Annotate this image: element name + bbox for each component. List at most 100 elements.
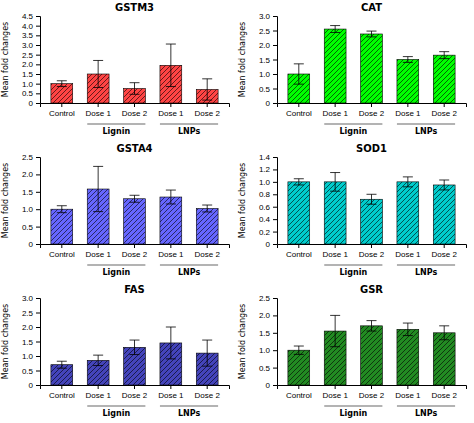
x-axis-line <box>41 386 230 390</box>
plot-area <box>51 166 218 244</box>
x-tick-mark <box>61 385 62 389</box>
x-tick: Dose 2 <box>432 103 458 118</box>
y-tick-mark <box>36 16 40 17</box>
x-tick-label: Dose 2 <box>359 250 385 259</box>
x-tick-mark <box>98 103 99 107</box>
y-axis-line <box>36 17 41 104</box>
y-axis-line <box>36 299 41 386</box>
y-tick-label: 2.5 <box>259 294 271 303</box>
title: GSR <box>360 284 383 295</box>
y-axis: 00.51.01.52.02.53.0 <box>259 12 278 108</box>
bar <box>288 350 310 385</box>
x-tick-mark <box>407 103 408 107</box>
group-underline <box>160 124 218 125</box>
group-label: LNPs <box>415 268 438 277</box>
y-tick: 1.0 <box>22 80 40 89</box>
group-label: Lignin <box>102 409 130 418</box>
error-bar <box>57 81 67 87</box>
group-underline <box>324 406 382 407</box>
error-bar <box>130 195 140 202</box>
x-tick-mark <box>207 244 208 248</box>
x-tick-label: Dose 1 <box>85 391 111 400</box>
y-tick-label: 1.0 <box>22 352 34 361</box>
y-tick: 0 <box>29 99 40 108</box>
y-tick: 2.5 <box>22 51 40 60</box>
y-tick-mark <box>36 298 40 299</box>
x-tick-mark <box>134 244 135 248</box>
y-tick-label: 2.0 <box>22 60 34 69</box>
bar <box>51 209 73 244</box>
x-tick-mark <box>371 244 372 248</box>
y-tick-label: 2.0 <box>22 170 34 179</box>
y-tick: 2.5 <box>259 27 277 36</box>
plot-area <box>288 26 455 103</box>
x-tick-label: Dose 1 <box>85 250 111 259</box>
y-tick: 0.5 <box>22 89 40 98</box>
x-tick: Dose 2 <box>195 244 221 259</box>
y-tick: 0.5 <box>22 367 40 376</box>
plot-area <box>51 44 218 103</box>
y-tick: 1.5 <box>22 338 40 347</box>
error-bar <box>93 166 103 211</box>
y-tick-mark <box>36 74 40 75</box>
title: GSTA4 <box>116 143 152 154</box>
y-tick-label: 0.5 <box>22 367 34 376</box>
y-tick-label: 1.0 <box>259 178 271 187</box>
y-axis-line <box>273 17 278 104</box>
y-tick: 4.5 <box>22 12 40 21</box>
y-tick-label: 3.0 <box>22 294 34 303</box>
y-tick-mark <box>273 232 277 233</box>
error-bar <box>367 321 377 331</box>
x-tick-mark <box>170 244 171 248</box>
y-tick-mark <box>273 16 277 17</box>
y-tick-mark <box>36 192 40 193</box>
y-tick-label: 2.5 <box>259 27 271 36</box>
x-tick-label: Control <box>286 391 312 400</box>
error-bar <box>294 179 304 185</box>
group-label: LNPs <box>415 409 438 418</box>
x-tick-mark <box>98 385 99 389</box>
x-tick: Dose 1 <box>85 385 111 400</box>
y-tick-mark <box>36 371 40 372</box>
y-tick-label: 3.0 <box>259 12 271 21</box>
y-tick-mark <box>36 84 40 85</box>
error-bar <box>403 177 413 187</box>
bar <box>397 329 419 385</box>
y-tick-mark <box>36 93 40 94</box>
y-tick: 1.5 <box>259 56 277 65</box>
x-tick-label: Dose 1 <box>85 109 111 118</box>
title: SOD1 <box>356 143 387 154</box>
error-bar <box>403 57 413 63</box>
y-tick: 3.0 <box>22 294 40 303</box>
y-tick: 0 <box>29 381 40 390</box>
y-tick-label: 0.5 <box>259 85 271 94</box>
y-tick: 1.0 <box>22 352 40 361</box>
x-tick-mark <box>298 385 299 389</box>
group-underline <box>160 265 218 266</box>
y-tick-mark <box>273 298 277 299</box>
y-axis-line <box>36 158 41 245</box>
y-tick-mark <box>273 219 277 220</box>
y-tick-label: 0.5 <box>22 89 34 98</box>
y-tick-mark <box>273 89 277 90</box>
y-tick-label: 0 <box>266 240 271 249</box>
y-axis-title: Mean fold changes <box>238 22 247 98</box>
error-bar <box>57 206 67 213</box>
error-bar <box>130 340 140 355</box>
y-tick-label: 3.0 <box>22 41 34 50</box>
bar <box>397 60 419 104</box>
y-tick-label: 2.5 <box>22 51 34 60</box>
y-tick: 1.4 <box>259 153 277 162</box>
x-tick: Control <box>286 385 312 400</box>
x-tick-mark <box>61 244 62 248</box>
y-tick-mark <box>273 31 277 32</box>
group-underline <box>87 406 145 407</box>
x-tick-label: Dose 2 <box>195 391 221 400</box>
y-tick-label: 0 <box>29 381 34 390</box>
x-tick: Dose 2 <box>359 103 385 118</box>
error-bar <box>93 355 103 365</box>
y-tick-mark <box>36 64 40 65</box>
group-underline <box>397 124 455 125</box>
y-tick: 1.5 <box>22 188 40 197</box>
x-tick-mark <box>407 244 408 248</box>
